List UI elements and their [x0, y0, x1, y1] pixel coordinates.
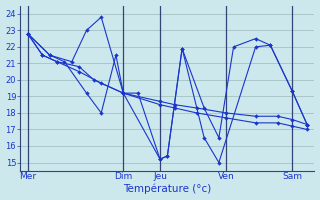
X-axis label: Température (°c): Température (°c) — [123, 184, 212, 194]
